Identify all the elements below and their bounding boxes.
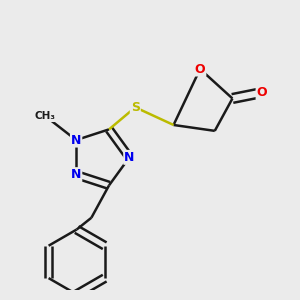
Text: N: N <box>71 168 81 181</box>
Text: S: S <box>131 101 140 114</box>
Text: N: N <box>124 151 135 164</box>
Text: N: N <box>71 134 81 147</box>
Text: O: O <box>195 62 206 76</box>
Text: O: O <box>256 86 267 99</box>
Text: CH₃: CH₃ <box>35 112 56 122</box>
